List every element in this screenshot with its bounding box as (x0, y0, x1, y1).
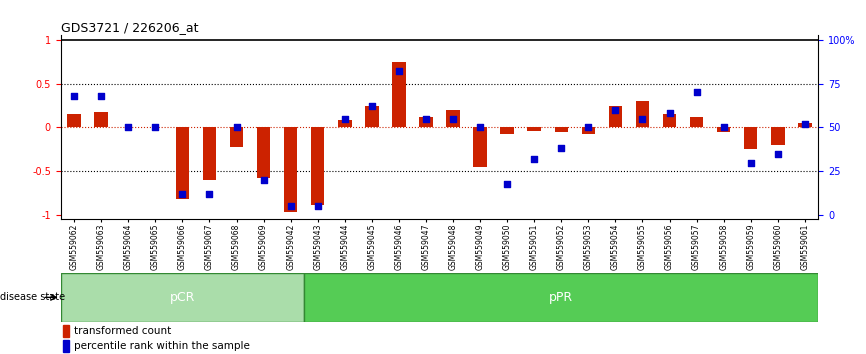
Point (662, 110, 676, 116)
Point (717, 125, 731, 130)
Point (689, 90, 703, 95)
Point (311, 204, 325, 209)
Point (203, 191, 216, 197)
Text: GDS3721 / 226206_at: GDS3721 / 226206_at (61, 21, 198, 34)
Text: disease state: disease state (0, 292, 65, 302)
Bar (554, 127, 568, 132)
Bar (771, 127, 785, 145)
Bar (419, 117, 433, 127)
Point (609, 107, 623, 113)
Bar (338, 120, 352, 127)
Point (392, 69, 406, 74)
Text: pCR: pCR (170, 291, 195, 304)
Point (121, 125, 135, 130)
Point (229, 125, 243, 130)
Point (527, 156, 541, 162)
Point (744, 160, 758, 165)
Bar (62, 325, 69, 337)
Bar (798, 123, 811, 127)
Text: pPR: pPR (549, 291, 573, 304)
Bar (690, 117, 703, 127)
Bar (662, 114, 676, 127)
Bar (203, 127, 216, 180)
Point (365, 104, 378, 109)
Bar (717, 127, 730, 132)
Bar (311, 127, 325, 205)
Bar (501, 127, 514, 135)
FancyBboxPatch shape (304, 273, 818, 322)
Point (581, 125, 595, 130)
Point (798, 121, 811, 127)
Point (148, 125, 162, 130)
Bar (744, 127, 758, 149)
Point (338, 116, 352, 121)
Bar (392, 62, 405, 127)
FancyBboxPatch shape (61, 273, 304, 322)
Bar (176, 127, 189, 199)
Bar (68, 114, 81, 127)
Point (256, 177, 270, 183)
Point (771, 151, 785, 156)
Bar (229, 127, 243, 147)
Bar (446, 110, 460, 127)
Bar (284, 127, 297, 212)
Bar (365, 105, 378, 127)
Bar (62, 340, 69, 353)
Text: percentile rank within the sample: percentile rank within the sample (74, 341, 249, 351)
Point (419, 116, 433, 121)
Point (473, 125, 487, 130)
Bar (636, 101, 650, 127)
Point (94, 93, 108, 99)
Point (176, 191, 190, 197)
Bar (474, 127, 487, 167)
Point (636, 116, 650, 121)
Point (446, 116, 460, 121)
Bar (527, 127, 541, 131)
Bar (609, 105, 622, 127)
Point (554, 145, 568, 151)
Point (284, 204, 298, 209)
Bar (94, 112, 108, 127)
Text: transformed count: transformed count (74, 326, 171, 336)
Bar (582, 127, 595, 135)
Point (68, 93, 81, 99)
Bar (257, 127, 270, 178)
Point (501, 181, 514, 186)
